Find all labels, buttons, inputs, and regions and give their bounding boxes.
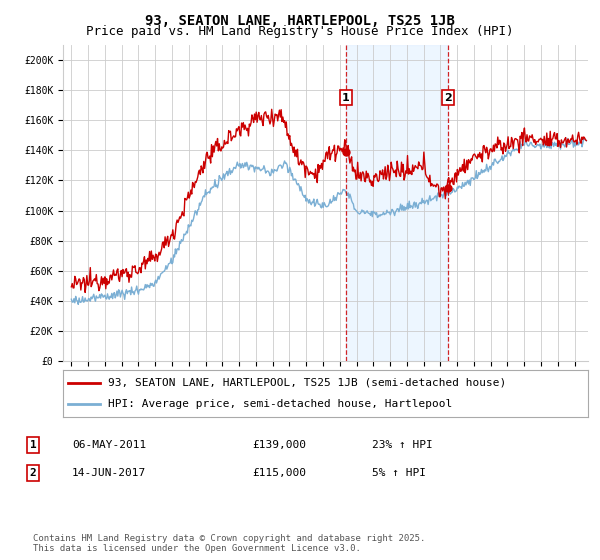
Text: 1: 1 xyxy=(29,440,37,450)
Text: HPI: Average price, semi-detached house, Hartlepool: HPI: Average price, semi-detached house,… xyxy=(107,399,452,409)
Text: 23% ↑ HPI: 23% ↑ HPI xyxy=(372,440,433,450)
Text: 1: 1 xyxy=(342,92,350,102)
Text: 2: 2 xyxy=(29,468,37,478)
Text: 14-JUN-2017: 14-JUN-2017 xyxy=(72,468,146,478)
Text: 06-MAY-2011: 06-MAY-2011 xyxy=(72,440,146,450)
Text: £139,000: £139,000 xyxy=(252,440,306,450)
Text: Contains HM Land Registry data © Crown copyright and database right 2025.
This d: Contains HM Land Registry data © Crown c… xyxy=(33,534,425,553)
Text: 93, SEATON LANE, HARTLEPOOL, TS25 1JB (semi-detached house): 93, SEATON LANE, HARTLEPOOL, TS25 1JB (s… xyxy=(107,378,506,388)
Text: 2: 2 xyxy=(444,92,452,102)
Text: 93, SEATON LANE, HARTLEPOOL, TS25 1JB: 93, SEATON LANE, HARTLEPOOL, TS25 1JB xyxy=(145,14,455,28)
Text: Price paid vs. HM Land Registry's House Price Index (HPI): Price paid vs. HM Land Registry's House … xyxy=(86,25,514,38)
Bar xyxy=(346,45,448,361)
Text: £115,000: £115,000 xyxy=(252,468,306,478)
Text: 5% ↑ HPI: 5% ↑ HPI xyxy=(372,468,426,478)
